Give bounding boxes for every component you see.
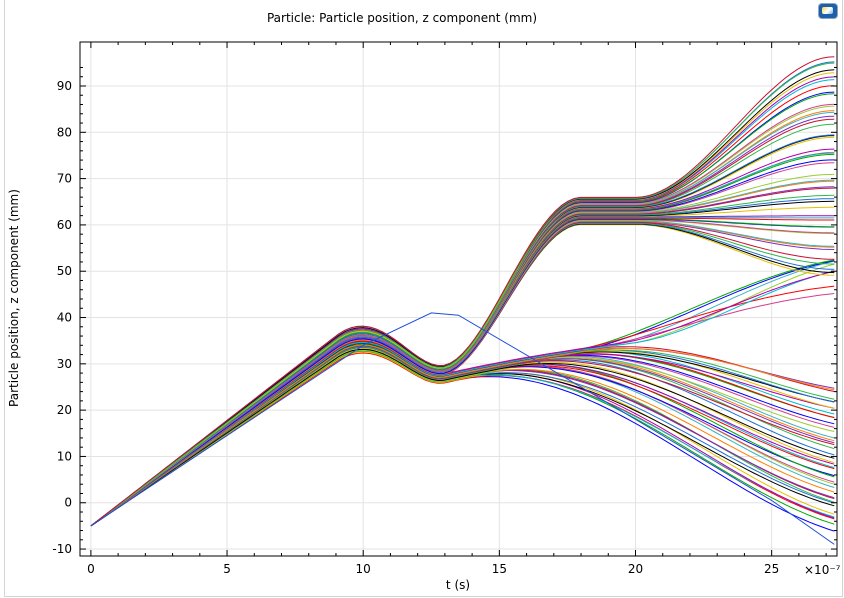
x-tick-label: 15: [492, 562, 507, 576]
x-tick-label: 10: [356, 562, 371, 576]
grid-lines: [80, 42, 837, 556]
trajectory-series-line: [90, 72, 835, 527]
y-tick-label: -10: [52, 542, 72, 556]
x-tick-label: 25: [764, 562, 779, 576]
x-tick-label: 20: [628, 562, 643, 576]
trajectory-series-line: [90, 206, 835, 527]
plot-window: [4, 0, 843, 597]
comsol-logo-icon: [819, 4, 837, 18]
y-tick-label: 50: [57, 264, 72, 278]
trajectory-outlier-line: [90, 312, 835, 545]
trajectory-series-line: [90, 162, 835, 527]
x-axis-label: t (s): [446, 578, 470, 592]
trajectory-series-line: [90, 270, 835, 527]
y-tick-label: 30: [57, 357, 72, 371]
plot-area-border: [79, 41, 838, 557]
trajectory-series-line: [90, 76, 835, 527]
y-axis-label: Particle position, z component (mm): [7, 189, 21, 407]
x-axis-ticks: 0 5 10 15 20 25: [87, 42, 827, 576]
y-tick-label: 20: [57, 403, 72, 417]
y-axis-ticks: -10 0 10 20 30 40 50 60 70 80 90: [52, 66, 837, 556]
trajectory-series-line: [90, 173, 835, 527]
trajectory-series-line: [90, 260, 835, 527]
trajectory-series-line: [90, 344, 835, 527]
trajectory-series-line: [90, 135, 835, 527]
x-tick-label: 0: [87, 562, 95, 576]
trajectory-series-line: [90, 136, 835, 527]
y-tick-label: 80: [57, 125, 72, 139]
x-axis-multiplier: ×10⁻⁷: [804, 563, 841, 577]
trajectory-series-line: [90, 285, 835, 527]
y-tick-label: 40: [57, 311, 72, 325]
trajectory-series-line: [90, 134, 835, 527]
chart-title: Particle: Particle position, z component…: [267, 11, 537, 25]
trajectory-series-line: [90, 259, 835, 527]
y-tick-label: 60: [57, 218, 72, 232]
series-group: [90, 56, 835, 545]
y-tick-label: 70: [57, 172, 72, 186]
trajectory-series-line: [90, 348, 835, 527]
y-tick-label: 10: [57, 449, 72, 463]
x-tick-label: 5: [223, 562, 231, 576]
y-tick-label: 90: [57, 79, 72, 93]
y-tick-label: 0: [64, 496, 72, 510]
trajectory-series-line: [90, 62, 835, 527]
trajectory-series-line: [90, 56, 835, 527]
trajectory-series-line: [90, 263, 835, 527]
trajectory-series-line: [90, 118, 835, 527]
trajectory-series-line: [90, 148, 835, 527]
